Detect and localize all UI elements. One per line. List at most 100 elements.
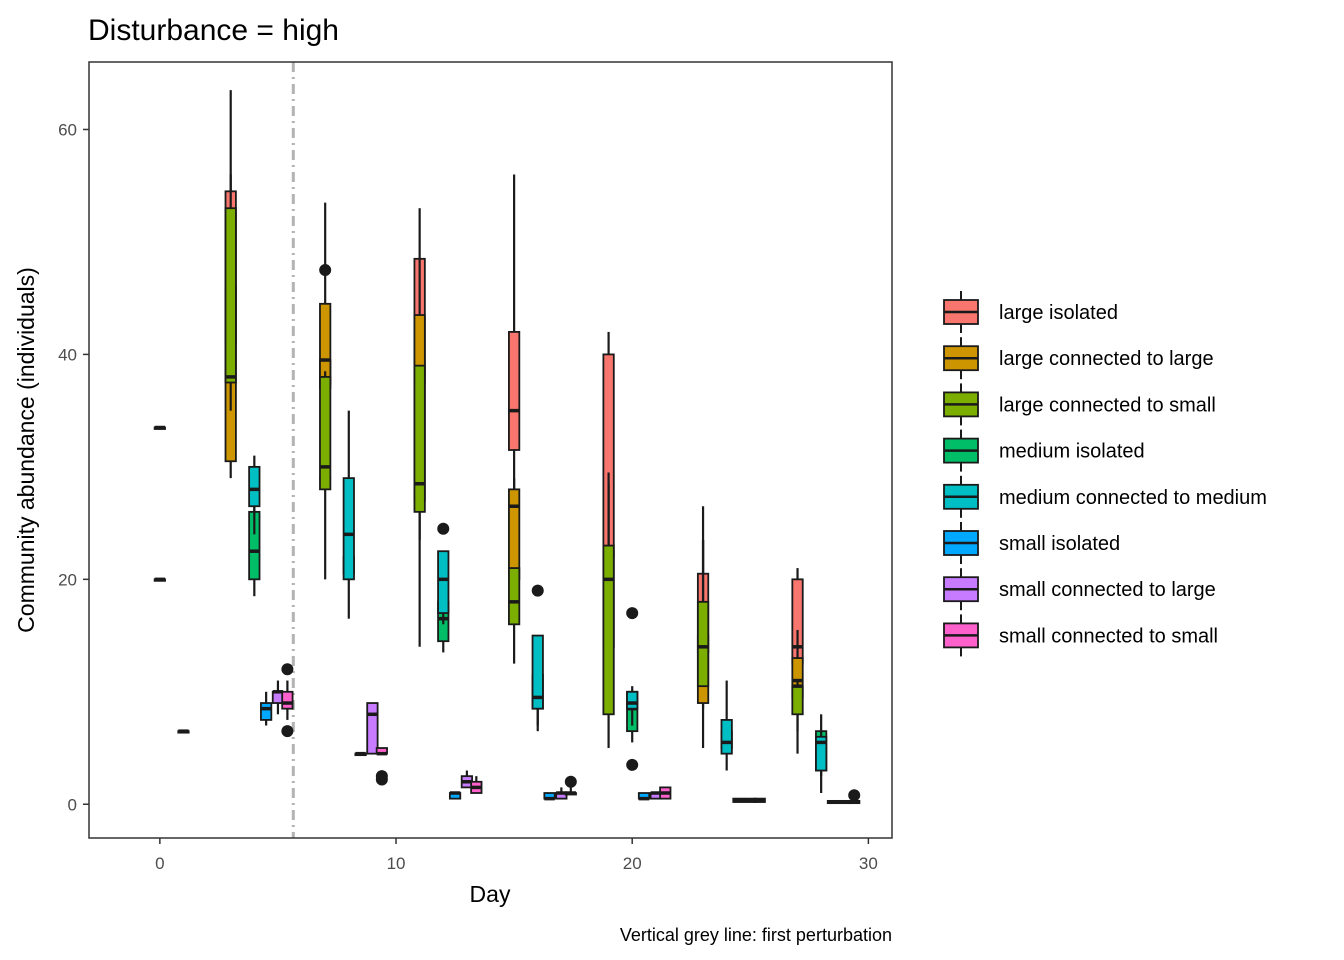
box-body — [696, 600, 710, 688]
legend-label: small connected to large — [999, 579, 1216, 601]
outlier-point — [564, 775, 577, 788]
outlier-point — [375, 773, 388, 786]
box-body — [437, 550, 450, 614]
outlier-point — [626, 607, 639, 620]
box-plot — [602, 483, 615, 716]
box-plot — [319, 202, 332, 411]
box-body — [602, 544, 615, 716]
outlier-point — [531, 584, 544, 597]
box-plot — [791, 680, 804, 754]
y-tick-label: 0 — [68, 795, 77, 814]
box-body — [413, 364, 426, 513]
box-plot — [826, 799, 840, 805]
series-7 — [281, 663, 861, 805]
legend-label: medium isolated — [999, 441, 1145, 463]
chart-caption: Vertical grey line: first perturbation — [620, 925, 892, 945]
box-body — [281, 690, 294, 710]
legend-item: small connected to small — [943, 614, 1218, 657]
x-tick-label: 30 — [859, 854, 878, 873]
box-plot — [555, 787, 568, 800]
legend-item: small connected to large — [943, 568, 1216, 611]
box-plot — [626, 686, 639, 726]
legend-item: medium isolated — [943, 429, 1145, 472]
legend-label: medium connected to medium — [999, 487, 1267, 509]
legend-item: small isolated — [943, 522, 1120, 564]
box-plot — [732, 797, 745, 803]
box-plot — [153, 577, 166, 582]
legend-label: small connected to small — [999, 625, 1218, 647]
x-tick-label: 20 — [623, 854, 642, 873]
box-plot — [470, 776, 483, 794]
legend-item: medium connected to medium — [943, 475, 1267, 518]
plot-area — [153, 62, 861, 838]
box-plot — [637, 792, 651, 801]
box-plot — [696, 506, 710, 688]
box-plot — [543, 792, 556, 801]
box-plot — [366, 702, 379, 755]
box-plot — [281, 663, 294, 738]
series-6 — [271, 680, 851, 805]
box-plot — [260, 691, 273, 726]
panel-border — [88, 61, 893, 839]
outlier-point — [437, 522, 450, 535]
x-axis: 0 10 20 30 — [155, 838, 878, 873]
box-plot — [177, 729, 190, 734]
box-body — [319, 375, 332, 491]
box-plot — [319, 371, 332, 580]
legend-item: large connected to small — [943, 383, 1216, 426]
y-axis-title: Community abundance (individuals) — [13, 267, 39, 633]
legend-item: large connected to large — [943, 337, 1214, 380]
box-plot — [437, 550, 450, 625]
box-body — [720, 719, 733, 755]
box-plot — [342, 410, 355, 619]
box-body — [791, 685, 804, 716]
box-body — [508, 331, 521, 451]
chart-title: Disturbance = high — [88, 14, 339, 47]
legend-label: large connected to large — [999, 348, 1214, 370]
box-plot — [248, 455, 261, 535]
outlier-point — [626, 758, 639, 771]
y-tick-label: 40 — [58, 345, 77, 364]
outlier-point — [848, 789, 861, 802]
box-plot — [531, 634, 544, 732]
box-plot — [354, 751, 367, 757]
outlier-point — [281, 725, 294, 738]
y-tick-label: 20 — [58, 570, 77, 589]
box-plot — [413, 364, 426, 540]
box-plot — [375, 747, 388, 786]
legend-label: large connected to small — [999, 394, 1216, 416]
series-2 — [224, 174, 804, 754]
box-body — [366, 702, 379, 755]
x-axis-title: Day — [470, 881, 511, 907]
legend-label: small isolated — [999, 533, 1120, 555]
series-4 — [248, 410, 828, 777]
legend: large isolated large connected to large la… — [943, 291, 1267, 657]
box-body — [342, 477, 355, 581]
box-body — [626, 690, 639, 710]
box-plot — [848, 789, 861, 805]
box-plot — [564, 775, 577, 796]
box-plot — [448, 791, 462, 800]
box-plot — [508, 567, 521, 626]
box-plot — [720, 680, 733, 771]
box-body — [508, 488, 521, 581]
x-tick-label: 0 — [155, 854, 164, 873]
legend-label: large isolated — [999, 302, 1118, 324]
y-tick-label: 60 — [58, 120, 77, 139]
outlier-point — [281, 663, 294, 676]
box-plot — [153, 425, 166, 430]
y-axis: 0 20 40 60 — [58, 120, 89, 814]
box-plot — [224, 174, 237, 411]
legend-item: large isolated — [943, 291, 1118, 333]
x-tick-label: 10 — [387, 854, 406, 873]
box-body — [531, 634, 544, 710]
box-body — [224, 207, 237, 384]
box-body — [260, 702, 273, 721]
box-body — [248, 465, 261, 508]
box-body — [815, 735, 828, 772]
box-plot — [815, 731, 828, 777]
box-plot — [753, 797, 766, 803]
box-body — [508, 567, 521, 626]
series-5 — [177, 691, 840, 805]
